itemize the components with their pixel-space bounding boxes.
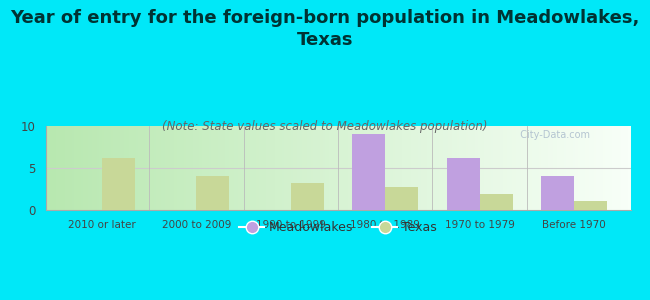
Bar [291,183,324,210]
Bar [385,187,418,210]
Bar [574,201,607,210]
Text: City-Data.com: City-Data.com [514,130,590,140]
Bar [352,134,385,210]
Bar [480,194,513,210]
Text: Year of entry for the foreign-born population in Meadowlakes,
Texas: Year of entry for the foreign-born popul… [10,9,640,49]
Legend: Meadowlakes, Texas: Meadowlakes, Texas [234,216,442,239]
Bar [541,176,574,210]
Bar [196,176,229,210]
Bar [102,158,135,210]
Text: (Note: State values scaled to Meadowlakes population): (Note: State values scaled to Meadowlake… [162,120,488,133]
Bar [447,158,480,210]
